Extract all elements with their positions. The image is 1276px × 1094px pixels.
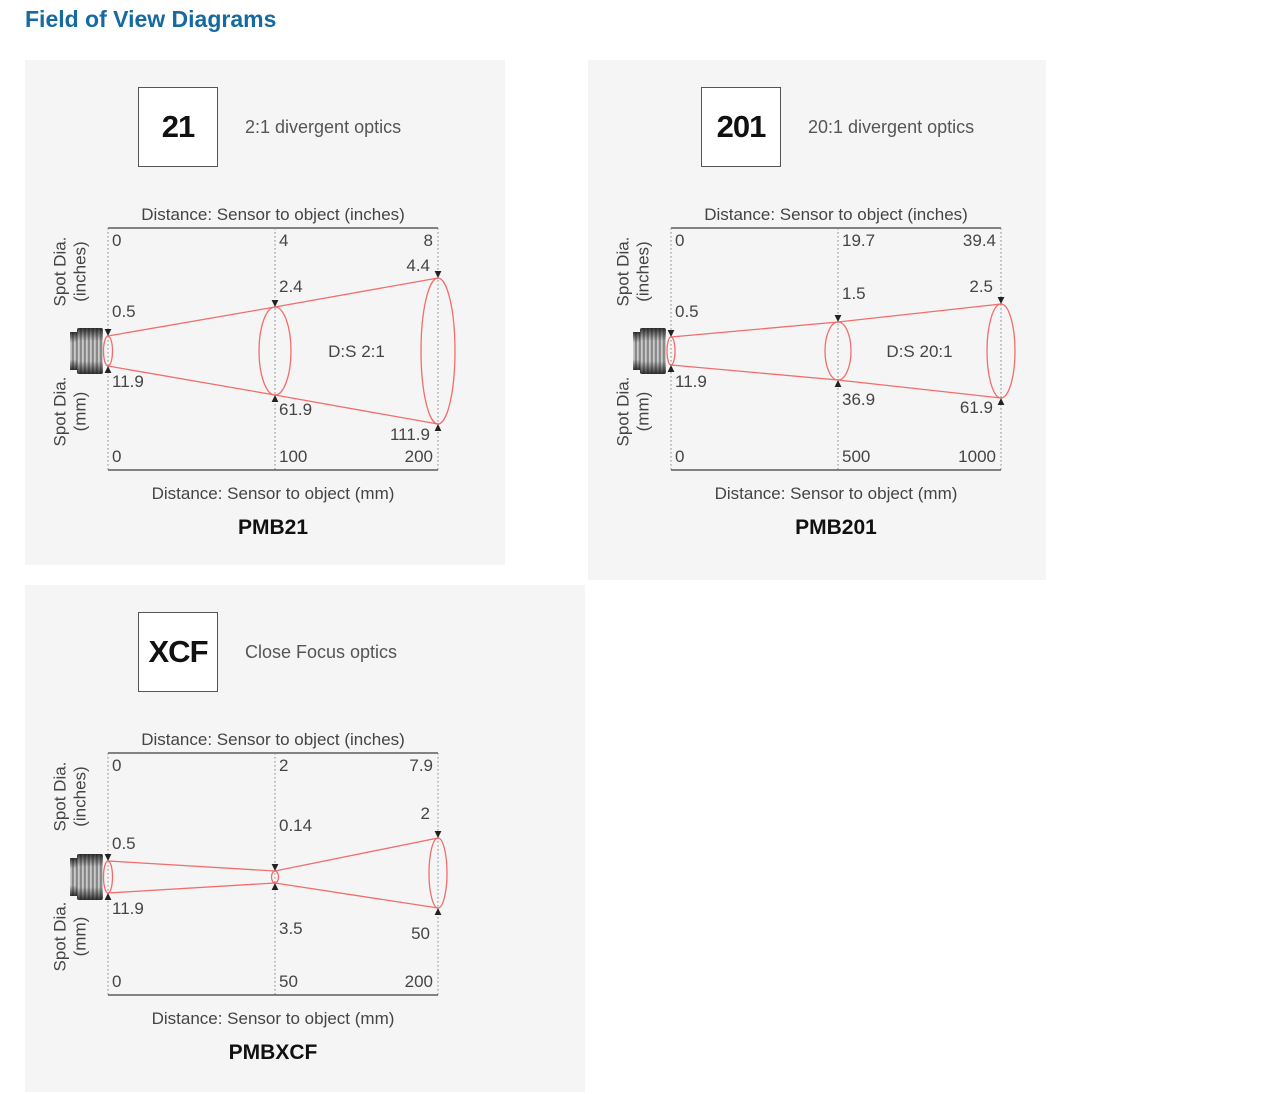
bottom-axis-title: Distance: Sensor to object (mm) <box>151 484 395 503</box>
spot-mm-mid: 36.9 <box>842 390 876 409</box>
left-axis-label-inches: Spot Dia. (inches) <box>50 202 89 342</box>
left-axis-label-inches: Spot Dia. (inches) <box>50 727 89 867</box>
spot-inches-near: 0.5 <box>112 302 136 321</box>
distance-to-spot-ratio: D:S 20:1 <box>886 342 953 361</box>
spot-inches-far: 2.5 <box>969 277 993 296</box>
top-axis-title: Distance: Sensor to object (inches) <box>704 205 968 224</box>
bottom-tick-far: 200 <box>404 447 433 466</box>
spot-inches-near: 0.5 <box>112 834 136 853</box>
spot-mm-far: 61.9 <box>959 398 993 417</box>
spot-mm-far: 50 <box>411 924 430 943</box>
bottom-tick-mid: 50 <box>279 972 298 991</box>
spot-inches-mid: 0.14 <box>279 816 313 835</box>
model-name: PMB21 <box>237 516 309 539</box>
optics-badge-xcf: XCF <box>138 612 218 692</box>
optics-description: 20:1 divergent optics <box>808 116 975 137</box>
left-axis-line2: (mm) <box>633 391 652 432</box>
spot-inches-near: 0.5 <box>675 302 699 321</box>
left-axis-line1: Spot Dia. <box>50 376 70 447</box>
bottom-tick-mid: 100 <box>279 447 308 466</box>
left-axis-label-mm: Spot Dia. (mm) <box>613 342 652 482</box>
optics-description: 2:1 divergent optics <box>245 116 402 137</box>
spot-mm-mid: 3.5 <box>279 919 303 938</box>
page-title: Field of View Diagrams <box>25 6 277 32</box>
distance-to-spot-ratio: D:S 2:1 <box>328 342 385 361</box>
left-axis-line2: (inches) <box>70 766 89 827</box>
optics-badge-201: 201 <box>701 87 781 167</box>
bottom-tick-0: 0 <box>112 972 122 991</box>
spot-mm-near: 11.9 <box>675 372 707 391</box>
left-axis-line2: (mm) <box>70 916 89 957</box>
bottom-tick-far: 200 <box>404 972 433 991</box>
left-axis-line2: (inches) <box>70 241 89 302</box>
bottom-axis-title: Distance: Sensor to object (mm) <box>714 484 958 503</box>
left-axis-line2: (inches) <box>633 241 652 302</box>
top-tick-far: 7.9 <box>409 756 433 775</box>
left-axis-label-mm: Spot Dia. (mm) <box>50 342 89 482</box>
bottom-tick-0: 0 <box>675 447 685 466</box>
spot-mm-near: 11.9 <box>112 899 144 918</box>
spot-mm-far: 111.9 <box>389 425 430 444</box>
top-tick-0: 0 <box>112 231 122 250</box>
spot-mm-near: 11.9 <box>112 372 144 391</box>
spot-mm-mid: 61.9 <box>279 400 313 419</box>
left-axis-line1: Spot Dia. <box>50 761 70 832</box>
left-axis-line2: (mm) <box>70 391 89 432</box>
top-tick-mid: 2 <box>279 756 289 775</box>
bottom-tick-0: 0 <box>112 447 122 466</box>
beam-diagram-pmbxcf <box>70 752 448 996</box>
spot-inches-mid: 2.4 <box>279 277 303 296</box>
spot-inches-far: 2 <box>420 804 430 823</box>
top-tick-mid: 4 <box>279 231 289 250</box>
top-axis-title: Distance: Sensor to object (inches) <box>141 205 405 224</box>
beam-diagram-pmb21 <box>70 227 456 471</box>
top-tick-far: 39.4 <box>962 231 996 250</box>
top-axis-title: Distance: Sensor to object (inches) <box>141 730 405 749</box>
optics-badge-21: 21 <box>138 87 218 167</box>
spot-inches-mid: 1.5 <box>842 284 866 303</box>
model-name: PMB201 <box>795 516 877 539</box>
left-axis-line1: Spot Dia. <box>613 376 633 447</box>
optics-description: Close Focus optics <box>245 641 398 662</box>
left-axis-label-mm: Spot Dia. (mm) <box>50 867 89 1007</box>
top-tick-far: 8 <box>423 231 433 250</box>
diagram-panel-pmb21: 21 2:1 divergent optics Distance: Sensor… <box>25 60 505 565</box>
model-name: PMBXCF <box>228 1041 318 1064</box>
left-axis-label-inches: Spot Dia. (inches) <box>613 202 652 342</box>
spot-inches-far: 4.4 <box>406 256 430 275</box>
top-tick-0: 0 <box>112 756 122 775</box>
left-axis-line1: Spot Dia. <box>613 236 633 307</box>
top-tick-mid: 19.7 <box>842 231 876 250</box>
diagram-panel-pmb201: 201 20:1 divergent optics Distance: Sens… <box>588 60 1046 580</box>
beam-diagram-pmb201 <box>633 227 1016 471</box>
bottom-tick-mid: 500 <box>842 447 871 466</box>
bottom-tick-far: 1000 <box>958 447 996 466</box>
diagram-panel-pmbxcf: XCF Close Focus optics Distance: Sensor … <box>25 585 585 1092</box>
bottom-axis-title: Distance: Sensor to object (mm) <box>151 1009 395 1028</box>
left-axis-line1: Spot Dia. <box>50 901 70 972</box>
top-tick-0: 0 <box>675 231 685 250</box>
left-axis-line1: Spot Dia. <box>50 236 70 307</box>
